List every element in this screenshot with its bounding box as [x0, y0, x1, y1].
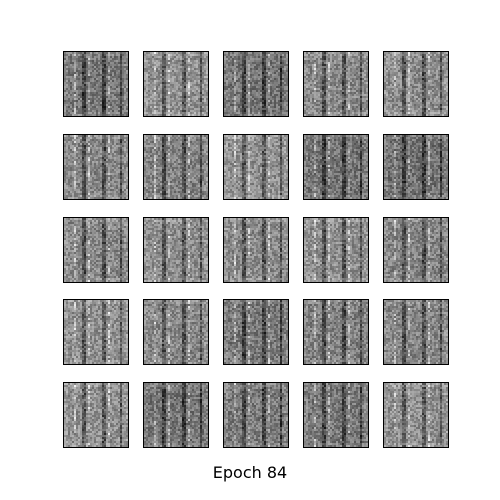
sample-image-r3-c3 [223, 217, 289, 283]
sample-image-r2-c2 [143, 134, 209, 200]
sample-image-r2-c3 [223, 134, 289, 200]
sample-image-r4-c2 [143, 299, 209, 365]
sample-image-r5-c3 [223, 382, 289, 448]
sample-image-r3-c5 [383, 217, 449, 283]
sample-image-r4-c4 [303, 299, 369, 365]
sample-image-r3-c1 [63, 217, 129, 283]
sample-image-r2-c1 [63, 134, 129, 200]
sample-image-r3-c4 [303, 217, 369, 283]
sample-image-r1-c2 [143, 51, 209, 117]
sample-image-r2-c4 [303, 134, 369, 200]
sample-image-r4-c1 [63, 299, 129, 365]
sample-image-r1-c5 [383, 51, 449, 117]
generated-sample-grid [63, 51, 449, 448]
sample-image-r5-c2 [143, 382, 209, 448]
figure-caption: Epoch 84 [0, 462, 500, 484]
sample-image-r4-c3 [223, 299, 289, 365]
sample-image-r4-c5 [383, 299, 449, 365]
sample-image-r3-c2 [143, 217, 209, 283]
sample-image-r2-c5 [383, 134, 449, 200]
sample-image-r1-c3 [223, 51, 289, 117]
sample-image-r5-c1 [63, 382, 129, 448]
sample-image-r1-c4 [303, 51, 369, 117]
sample-image-r1-c1 [63, 51, 129, 117]
sample-image-r5-c5 [383, 382, 449, 448]
sample-image-r5-c4 [303, 382, 369, 448]
